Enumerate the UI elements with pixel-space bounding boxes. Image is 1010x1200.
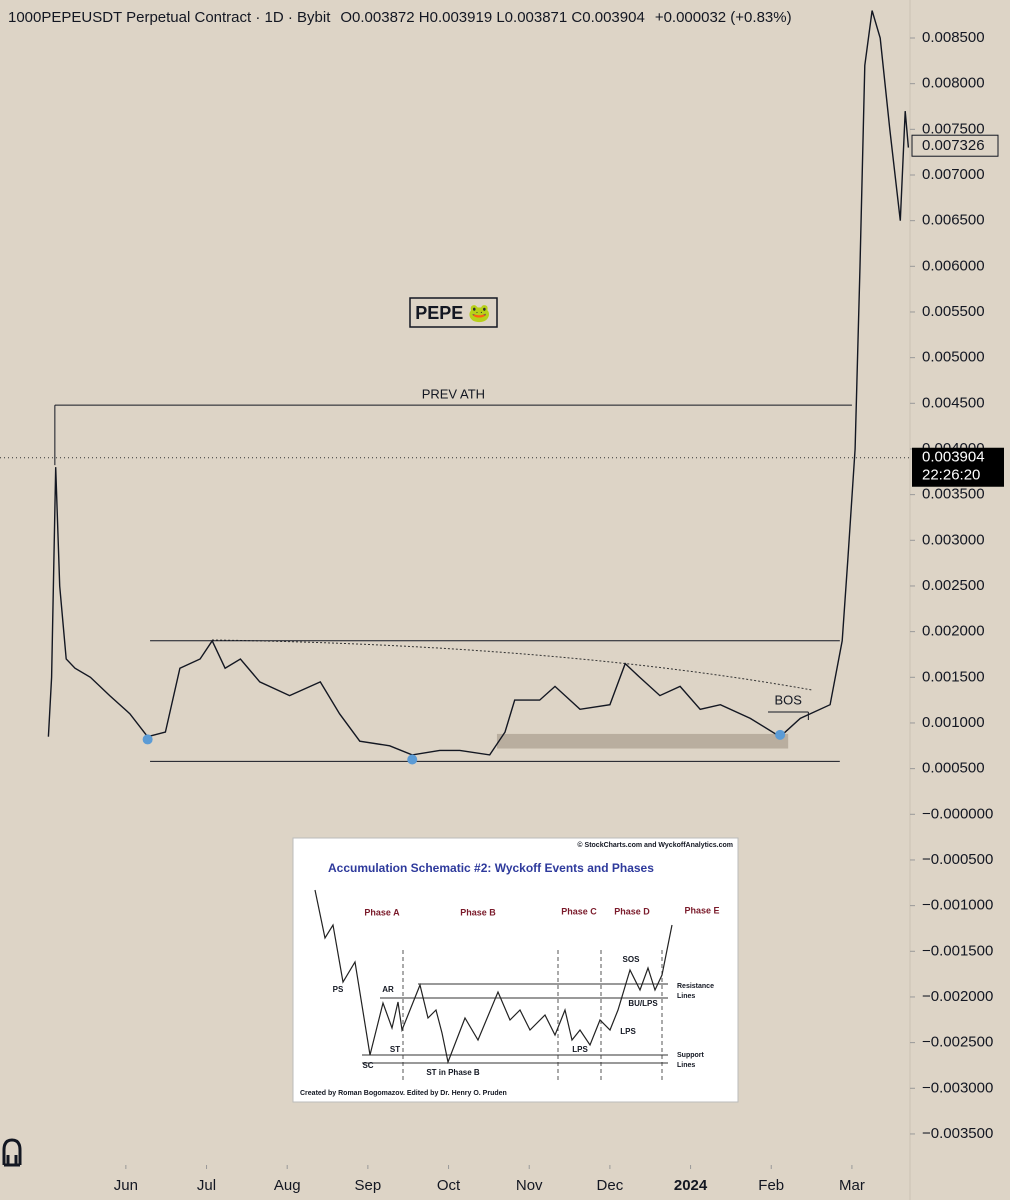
logo-icon — [2, 1138, 22, 1167]
y-tick-label: 0.003000 — [922, 531, 985, 548]
inset-credit: Created by Roman Bogomazov. Edited by Dr… — [300, 1090, 507, 1097]
dotted-curve — [211, 639, 813, 691]
x-tick-label: Feb — [758, 1177, 784, 1194]
phase-dividers — [402, 950, 663, 1080]
phases: Phase A Phase B Phase C Phase D Phase E — [364, 905, 719, 917]
y-tick-label: −0.002500 — [922, 1034, 993, 1051]
label-frame — [409, 297, 498, 328]
x-tick-label: Aug — [274, 1177, 301, 1194]
y-tick-label: 0.006500 — [922, 212, 985, 229]
y-tick-label: 0.008000 — [922, 75, 985, 92]
y-tick-label: −0.001500 — [922, 942, 993, 959]
y-tick-label: 0.001000 — [922, 714, 985, 731]
resistance-label: Resistance — [677, 983, 714, 990]
event: SOS — [623, 955, 641, 964]
x-tick-label: Sep — [355, 1177, 382, 1194]
y-tick-label: 0.001500 — [922, 668, 985, 685]
x-tick-label: 2024 — [674, 1177, 708, 1194]
y-tick-label: 0.002500 — [922, 577, 985, 594]
y-tick-label: 0.005500 — [922, 303, 985, 320]
x-tick-label: Nov — [516, 1177, 543, 1194]
price-line — [47, 10, 910, 756]
marked-price-box — [911, 134, 999, 157]
y-tick-label: 0.008500 — [922, 29, 985, 46]
ohlc: O0.003872 H0.003919 L0.003871 C0.003904 — [340, 9, 644, 26]
y-tick-label: 0.002000 — [922, 623, 985, 640]
countdown: 22:26:20 — [922, 467, 980, 484]
inset: © StockCharts.com and WyckoffAnalytics.c… — [292, 837, 739, 1103]
x-tick-label: Jul — [197, 1177, 216, 1194]
phase: Phase D — [614, 906, 650, 916]
y-tick-label: −0.000000 — [922, 805, 993, 822]
low-marker — [142, 734, 153, 745]
low-marker — [775, 729, 786, 740]
inset-copyright: © StockCharts.com and WyckoffAnalytics.c… — [577, 841, 733, 849]
y-tick-label: 0.000500 — [922, 760, 985, 777]
label-text: PEPE 🐸 — [415, 303, 490, 323]
label-box: PEPE 🐸 — [409, 297, 498, 328]
marked-price-label: 0.007326 — [922, 137, 985, 154]
phase: Phase E — [684, 905, 719, 915]
y-tick-label: 0.007000 — [922, 166, 985, 183]
support-label: Support — [677, 1052, 704, 1059]
last-price-label: 0.003904 — [922, 449, 985, 466]
demand-zone — [496, 733, 789, 749]
logo — [2, 1138, 22, 1167]
phase: Phase B — [460, 907, 496, 917]
event: AR — [382, 985, 394, 994]
inset-title: Accumulation Schematic #2: Wyckoff Event… — [328, 861, 654, 875]
schematic-path — [314, 889, 673, 1065]
header: 1000PEPEUSDT Perpetual Contract · 1D · B… — [8, 9, 792, 26]
event: ST — [390, 1045, 400, 1054]
symbol-title: 1000PEPEUSDT Perpetual Contract · 1D · B… — [8, 9, 331, 26]
event: ST in Phase B — [426, 1068, 480, 1077]
event: LPS — [620, 1027, 636, 1036]
bos-label: BOS — [774, 692, 802, 707]
y-tick-label: 0.004500 — [922, 394, 985, 411]
phase: Phase C — [561, 906, 597, 916]
y-tick-label: −0.002000 — [922, 988, 993, 1005]
y-tick-label: −0.001000 — [922, 897, 993, 914]
y-tick-label: 0.003500 — [922, 486, 985, 503]
event: BU/LPS — [628, 999, 658, 1008]
event: SC — [362, 1061, 373, 1070]
x-tick-label: Dec — [597, 1177, 624, 1194]
y-tick-label: −0.003000 — [922, 1079, 993, 1096]
x-tick-label: Jun — [114, 1177, 138, 1194]
last-price-box — [912, 447, 1004, 487]
event: PS — [333, 985, 344, 994]
events: PS AR SC ST ST in Phase B LPS LPS SOS BU… — [333, 955, 714, 1077]
event: LPS — [572, 1045, 588, 1054]
low-marker — [407, 754, 418, 765]
support-label: Lines — [677, 1062, 695, 1069]
phase: Phase A — [364, 907, 400, 917]
y-tick-label: −0.000500 — [922, 851, 993, 868]
inset-frame — [292, 837, 739, 1103]
prev-ath-label: PREV ATH — [422, 387, 485, 402]
y-tick-label: 0.006000 — [922, 257, 985, 274]
x-tick-label: Oct — [437, 1177, 461, 1194]
y-tick-label: 0.007500 — [922, 120, 985, 137]
change: +0.000032 (+0.83%) — [655, 9, 792, 26]
y-tick-label: −0.003500 — [922, 1125, 993, 1142]
resistance-label: Lines — [677, 993, 695, 1000]
x-tick-label: Mar — [839, 1177, 865, 1194]
y-tick-label: 0.005000 — [922, 349, 985, 366]
